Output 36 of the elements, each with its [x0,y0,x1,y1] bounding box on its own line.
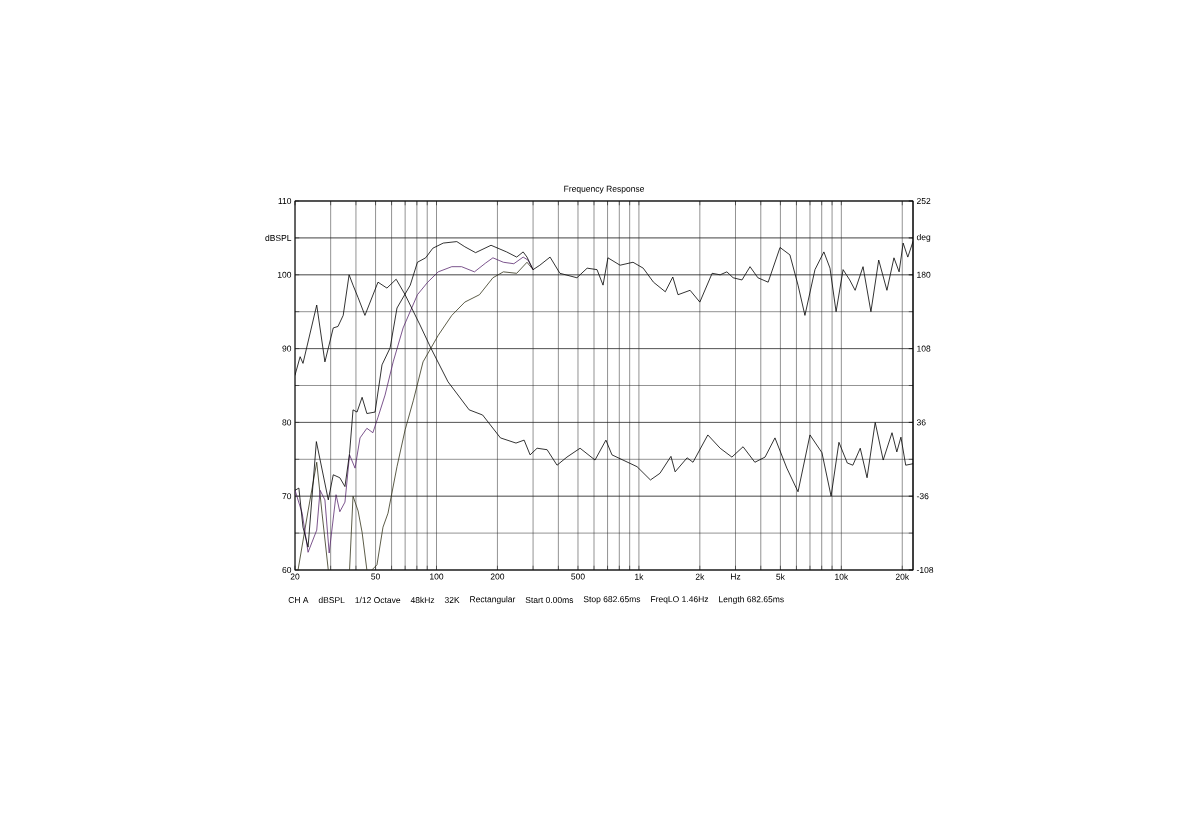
y-tick-label: 70 [282,493,292,500]
y-tick-label: 100 [277,271,292,278]
x-tick-label: 500 [571,573,585,580]
y-tick-label: dBSPL [265,234,292,242]
chart-title: Frequency Response [564,185,644,194]
text: 48kHz [410,596,435,604]
y2-tick-label: deg [916,233,931,242]
text: dBSPL [318,596,345,604]
text: Rectangular [470,596,516,604]
text: CH A [288,597,309,603]
x-tick-label: 200 [490,573,505,580]
x-tick-label: 1k [635,573,644,580]
x-tick-label: Hz [730,573,741,580]
y-tick-label: 110 [278,198,292,204]
y2-tick-label: -36 [916,493,929,500]
text: 1/12 Octave [355,596,401,604]
y2-tick-label: 180 [917,271,931,278]
y2-tick-label: 108 [917,345,931,352]
y-tick-label: 80 [282,419,292,426]
y-tick-label: 60 [282,566,292,573]
y2-tick-label: 252 [916,197,931,204]
x-tick-label: 20 [290,573,300,580]
x-tick-label: 2k [695,573,705,580]
text: FreqLO 1.46Hz [651,596,709,604]
y2-tick-label: 36 [916,419,926,426]
text: Start 0.00ms [525,597,574,603]
text: 32K [444,597,460,603]
y2-tick-label: -108 [916,566,934,573]
text: Length 682.65ms [719,596,784,604]
x-tick-label: 10k [835,573,849,580]
x-tick-label: 100 [430,573,444,580]
text: Stop 682.65ms [583,596,641,604]
x-tick-label: 20k [895,573,910,580]
x-tick-label: 50 [371,573,380,580]
x-tick-label: 5k [776,573,785,580]
y-tick-label: 90 [282,345,292,352]
